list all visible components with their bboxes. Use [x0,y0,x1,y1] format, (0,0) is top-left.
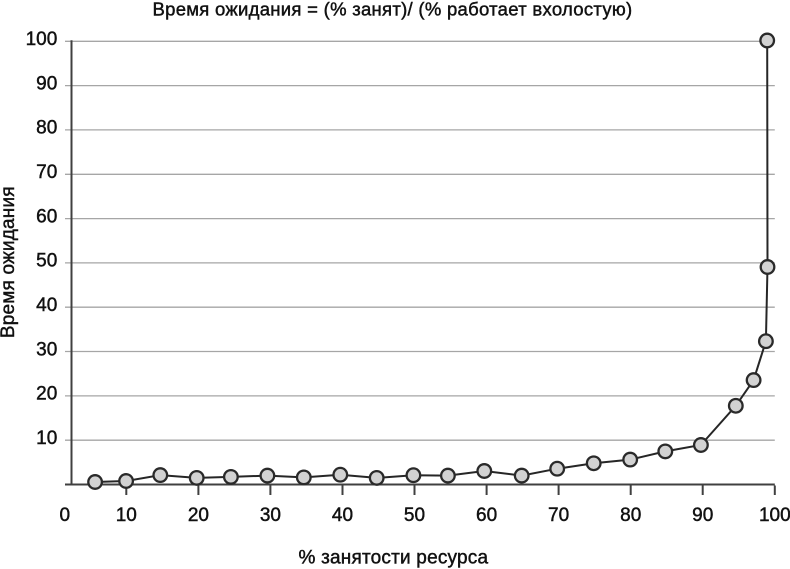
svg-text:100: 100 [26,29,58,50]
svg-text:Время ожидания = (% занят)/ (%: Время ожидания = (% занят)/ (% работает … [153,0,633,20]
svg-text:60: 60 [36,206,57,227]
svg-text:0: 0 [60,505,71,526]
svg-text:70: 70 [548,505,569,526]
svg-text:100: 100 [759,505,790,526]
svg-text:60: 60 [476,505,497,526]
svg-text:30: 30 [260,505,281,526]
svg-text:10: 10 [36,428,57,449]
svg-text:80: 80 [620,505,641,526]
svg-text:% занятости ресурса: % занятости ресурса [299,547,489,568]
svg-text:20: 20 [36,384,57,405]
svg-text:50: 50 [404,505,425,526]
svg-text:70: 70 [36,162,57,183]
svg-text:90: 90 [36,73,57,94]
svg-text:50: 50 [36,251,57,272]
svg-text:90: 90 [692,505,713,526]
svg-text:40: 40 [36,295,57,316]
svg-text:20: 20 [188,505,209,526]
svg-text:80: 80 [36,118,57,139]
svg-text:40: 40 [332,505,353,526]
svg-text:Время ожидания: Время ожидания [0,186,19,338]
svg-text:30: 30 [36,339,57,360]
svg-text:10: 10 [116,505,137,526]
